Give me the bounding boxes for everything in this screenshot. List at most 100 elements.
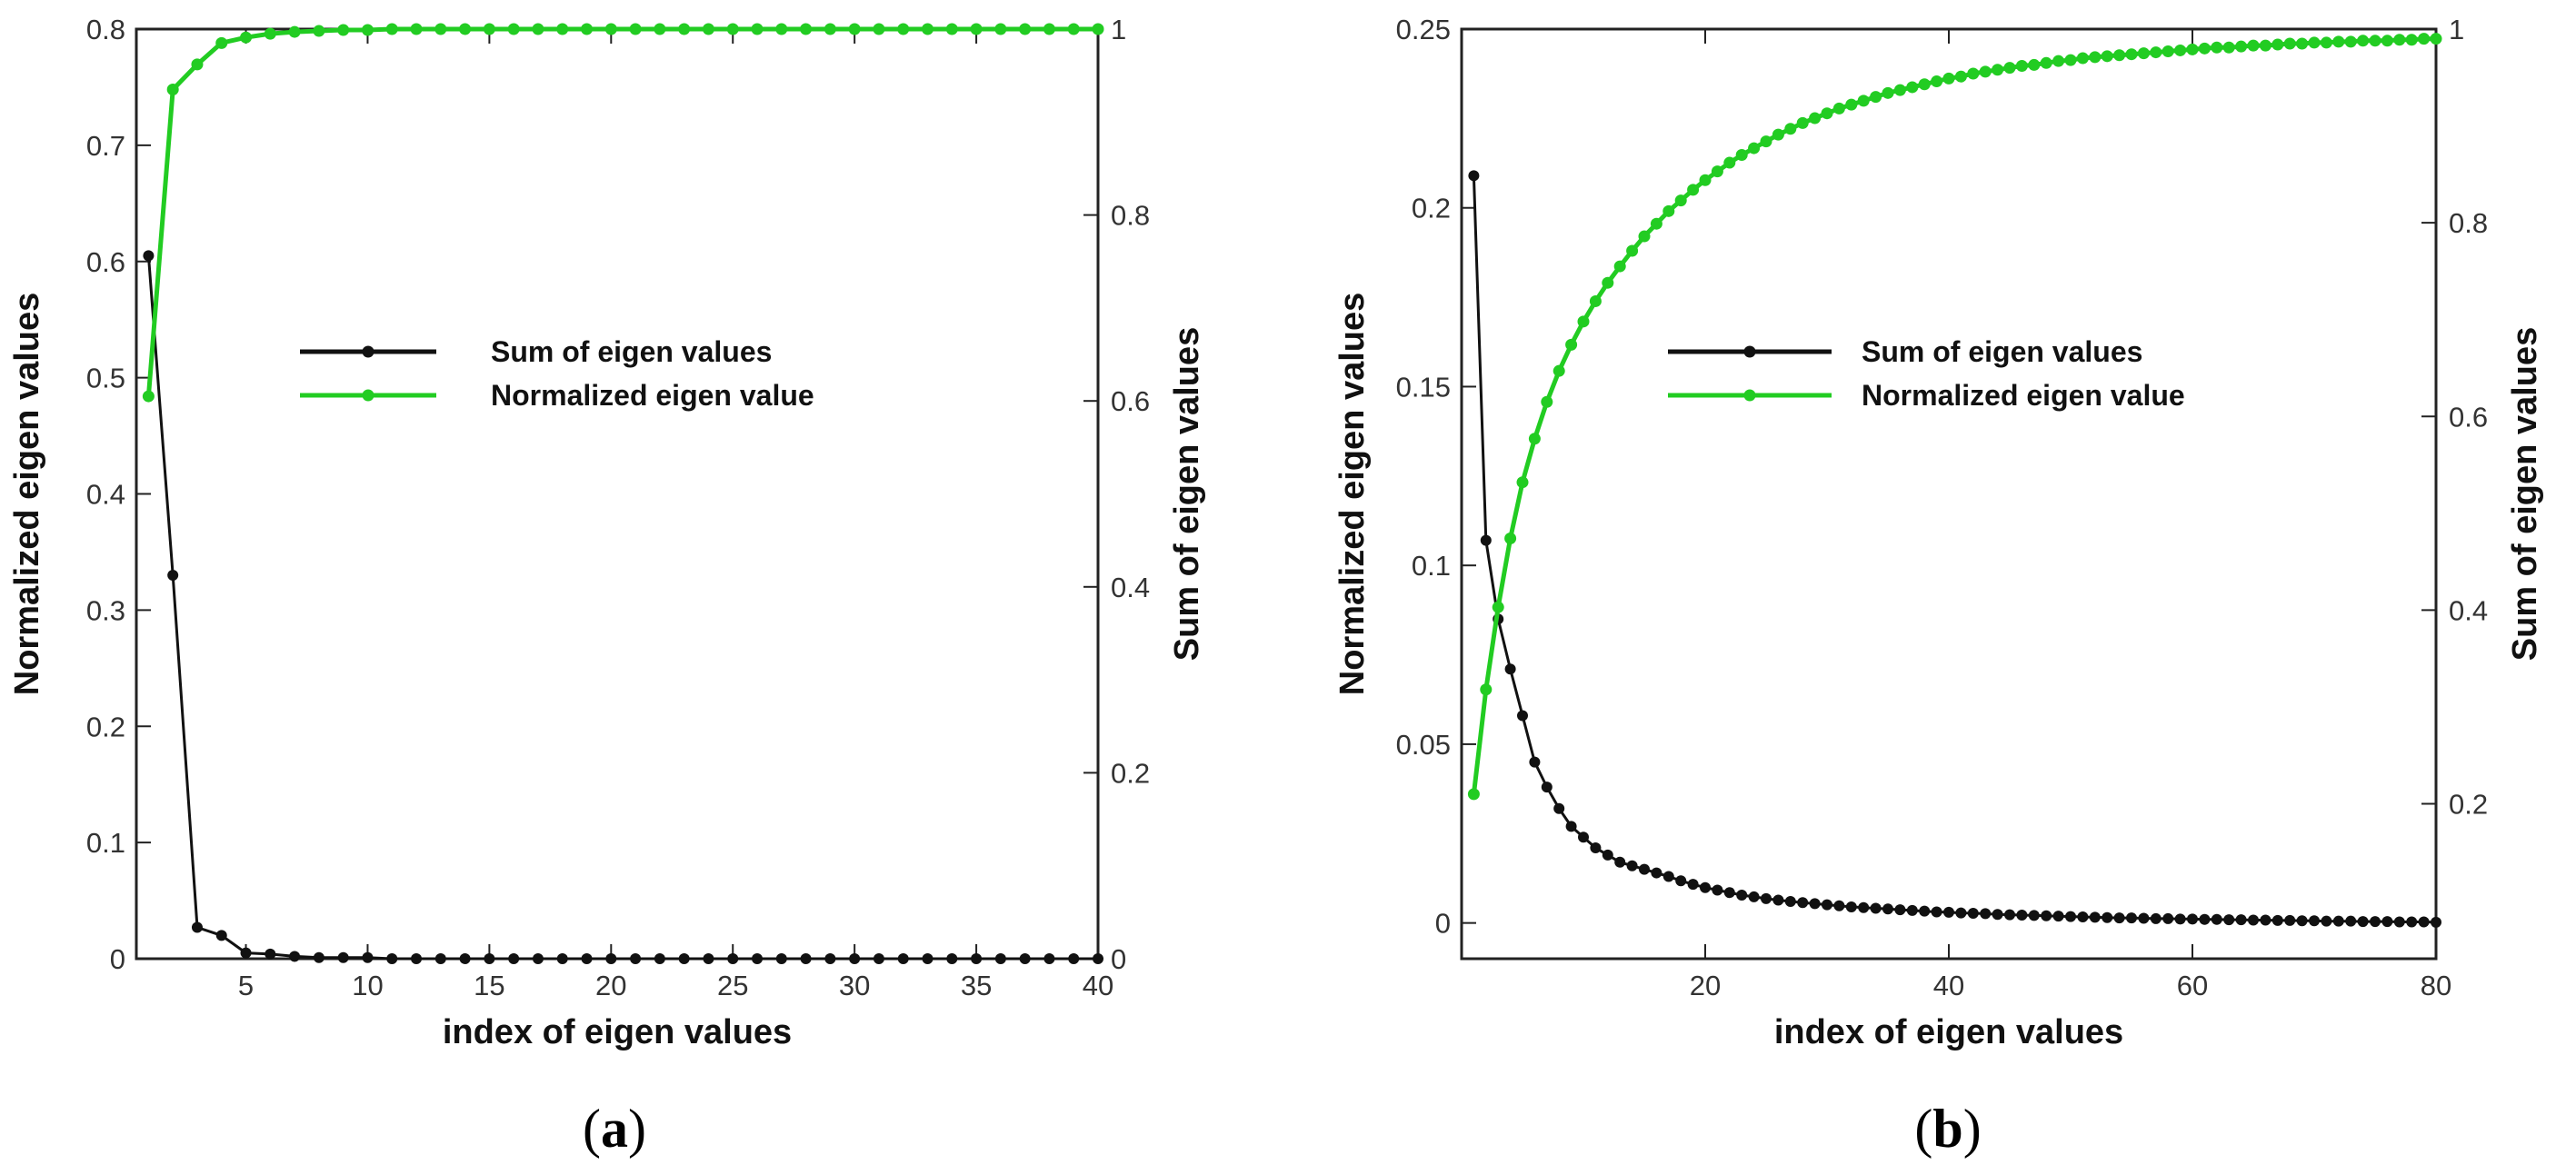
- data-point-normalized: [2235, 40, 2248, 53]
- y-right-tick-label: 0.6: [1111, 385, 1150, 417]
- data-point-sum: [2345, 915, 2357, 927]
- x-tick-label: 5: [238, 970, 254, 1001]
- data-point-normalized: [1845, 98, 1858, 111]
- data-point-sum: [1784, 896, 1796, 908]
- data-point-normalized: [2259, 39, 2271, 52]
- data-point-sum: [630, 953, 642, 964]
- data-point-sum: [2077, 911, 2089, 922]
- data-point-normalized: [2222, 41, 2235, 54]
- legend-marker: [362, 345, 374, 358]
- data-point-normalized: [288, 25, 301, 38]
- data-point-sum: [1590, 842, 1602, 854]
- data-point-sum: [2357, 916, 2369, 928]
- data-point-normalized: [2369, 35, 2381, 47]
- data-point-normalized: [2320, 36, 2332, 49]
- panel-caption: (b): [1914, 1099, 1981, 1159]
- y-left-tick-label: 0.2: [1412, 193, 1451, 224]
- data-point-normalized: [678, 23, 691, 35]
- data-point-normalized: [2271, 38, 2284, 51]
- data-point-sum: [1553, 802, 1565, 814]
- data-point-sum: [484, 953, 495, 964]
- data-point-sum: [1967, 908, 1979, 920]
- y-left-tick-label: 0: [110, 943, 125, 975]
- caption-paren-close: ): [628, 1099, 646, 1159]
- data-point-sum: [654, 953, 665, 964]
- data-point-normalized: [1528, 433, 1541, 445]
- data-point-normalized: [581, 23, 594, 35]
- data-point-sum: [678, 953, 690, 964]
- data-point-normalized: [1942, 72, 1955, 85]
- data-point-sum: [337, 951, 349, 963]
- data-point-normalized: [1979, 65, 1992, 78]
- y-left-tick-label: 0.3: [86, 594, 125, 626]
- data-point-normalized: [459, 23, 472, 35]
- data-point-normalized: [1796, 116, 1809, 129]
- data-point-sum: [1992, 909, 2003, 921]
- data-point-sum: [2431, 916, 2441, 928]
- x-tick-label: 25: [717, 970, 748, 1001]
- data-point-normalized: [1019, 23, 1032, 35]
- plot-frame: [135, 27, 1100, 961]
- data-point-normalized: [702, 23, 714, 35]
- x-tick-label: 20: [1690, 970, 1721, 1001]
- data-point-sum: [1480, 534, 1492, 546]
- data-point-sum: [386, 953, 398, 964]
- data-point-normalized: [2283, 37, 2296, 50]
- data-point-normalized: [629, 23, 642, 35]
- legend-label: Normalized eigen value: [1862, 379, 2185, 412]
- data-point-normalized: [1674, 194, 1687, 207]
- data-point-sum: [2174, 913, 2186, 925]
- data-point-sum: [1565, 821, 1577, 832]
- data-point-sum: [727, 953, 739, 964]
- data-point-sum: [1858, 901, 1870, 913]
- data-point-sum: [1712, 884, 1723, 896]
- data-point-normalized: [2211, 41, 2223, 54]
- x-tick-label: 60: [2177, 970, 2208, 1001]
- data-point-normalized: [2296, 37, 2309, 50]
- data-point-normalized: [726, 23, 739, 35]
- x-tick-label: 30: [839, 970, 870, 1001]
- chart-panel-b: 20 40 60 80 0 0.05 0.1 0.15 0.2 0.25 0.2 0.4 0.6 0.8 1…: [1333, 14, 2544, 1159]
- y-right-tick-label: 0.8: [1111, 200, 1150, 232]
- data-point-normalized: [2125, 48, 2138, 61]
- data-point-normalized: [2113, 49, 2126, 62]
- data-point-sum: [1675, 875, 1687, 887]
- data-point-normalized: [2198, 42, 2211, 55]
- caption-paren-close: ): [1963, 1099, 1982, 1159]
- data-point-normalized: [483, 23, 495, 35]
- data-point-sum: [1748, 891, 1760, 902]
- series-line-sum: [1472, 175, 2437, 924]
- data-point-sum: [922, 953, 934, 964]
- data-point-sum: [411, 953, 423, 964]
- data-point-sum: [1019, 953, 1031, 964]
- data-point-normalized: [1577, 315, 1590, 328]
- data-point-sum: [2381, 916, 2393, 928]
- data-point-sum: [240, 947, 252, 959]
- data-point-sum: [1809, 898, 1821, 910]
- data-point-normalized: [2064, 54, 2077, 66]
- data-point-sum: [1468, 170, 1480, 182]
- data-point-normalized: [2052, 55, 2065, 67]
- data-point-normalized: [1906, 81, 1919, 94]
- data-point-normalized: [922, 23, 934, 35]
- data-point-sum: [362, 951, 374, 963]
- x-tick-label: 15: [474, 970, 504, 1001]
- data-point-normalized: [604, 23, 617, 35]
- legend: Sum of eigen values Normalized eigen valu…: [1668, 335, 2185, 412]
- data-point-sum: [2406, 916, 2418, 928]
- data-point-normalized: [1626, 244, 1639, 257]
- data-point-sum: [775, 953, 787, 964]
- data-point-sum: [1043, 953, 1055, 964]
- y-left-tick-label: 0.1: [1412, 550, 1451, 582]
- data-point-normalized: [2040, 56, 2052, 69]
- data-point-sum: [2113, 912, 2125, 924]
- data-point-normalized: [215, 36, 228, 49]
- y-left-axis-label: Normalized eigen values: [1333, 293, 1372, 696]
- data-point-sum: [1894, 904, 1906, 916]
- legend-label: Sum of eigen values: [1862, 335, 2142, 368]
- x-tick-label: 80: [2421, 970, 2451, 1001]
- y-left-tick-label: 0: [1435, 908, 1451, 940]
- data-point-sum: [2041, 910, 2052, 921]
- data-point-normalized: [1760, 135, 1772, 148]
- data-point-sum: [2309, 915, 2320, 927]
